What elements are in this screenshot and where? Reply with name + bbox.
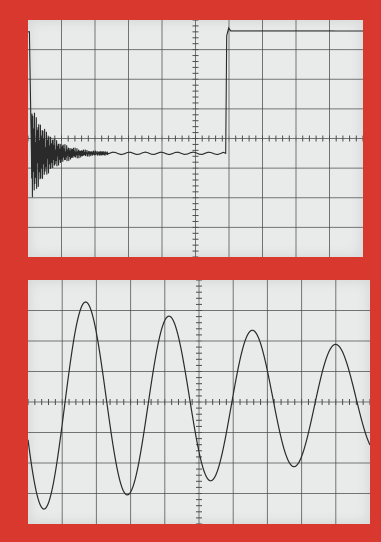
top-screen-graticule [28,20,363,257]
top-oscilloscope-screen [28,20,363,257]
bottom-oscilloscope-screen [28,280,370,524]
top-waveform-trace [28,26,363,198]
bottom-screen-graticule [28,280,370,524]
red-frame-divider [0,257,381,280]
bottom-waveform-trace [28,301,370,510]
